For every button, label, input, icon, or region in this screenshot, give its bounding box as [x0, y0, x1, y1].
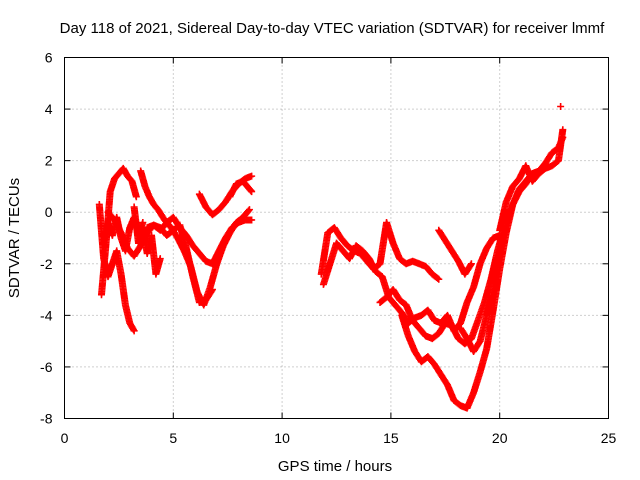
- series-5: [130, 203, 164, 278]
- data-point: [248, 188, 256, 196]
- data-point: [467, 261, 475, 269]
- y-tick-label: 2: [45, 153, 53, 169]
- y-tick-label: -4: [40, 307, 53, 323]
- y-axis-label: SDTVAR / TECUs: [6, 178, 23, 298]
- y-tick-label: -6: [40, 359, 53, 375]
- series-6: [137, 167, 253, 309]
- data-point: [467, 260, 475, 268]
- series-9: [226, 177, 256, 201]
- x-tick-labels: 0 5 10 15 20 25: [61, 430, 617, 446]
- x-tick-label: 15: [383, 430, 399, 446]
- data-point: [132, 193, 140, 201]
- x-tick-label: 10: [274, 430, 290, 446]
- x-tick-label: 25: [601, 430, 617, 446]
- y-tick-label: 6: [45, 50, 53, 66]
- data-point: [559, 126, 567, 134]
- y-tick-label: 4: [45, 101, 53, 117]
- data-point: [245, 206, 253, 214]
- x-axis-label: GPS time / hours: [278, 458, 392, 475]
- series-11: [319, 231, 504, 335]
- data-point: [156, 255, 164, 263]
- series-16: [496, 126, 567, 234]
- grid-lines: [64, 57, 609, 419]
- plot-frame: [64, 57, 609, 419]
- data-point: [435, 275, 443, 283]
- x-tick-label: 5: [169, 430, 177, 446]
- series-7: [143, 213, 256, 268]
- data-point: [434, 274, 442, 282]
- series-17: [557, 102, 565, 110]
- data-point: [248, 172, 256, 180]
- data-point: [130, 327, 138, 335]
- x-tick-label: 20: [492, 430, 508, 446]
- y-tick-label: -8: [40, 411, 53, 427]
- data-point: [557, 102, 565, 110]
- y-tick-labels: -8 -6 -4 -2 0 2 4 6: [40, 50, 53, 427]
- chart-title: Day 118 of 2021, Sidereal Day-to-day VTE…: [60, 20, 605, 37]
- data-point: [248, 216, 256, 224]
- y-tick-label: -2: [40, 256, 53, 272]
- data-points: [95, 102, 567, 412]
- series-14: [435, 226, 475, 278]
- y-tick-label: 0: [45, 204, 53, 220]
- data-point: [245, 207, 253, 215]
- x-tick-label: 0: [61, 430, 69, 446]
